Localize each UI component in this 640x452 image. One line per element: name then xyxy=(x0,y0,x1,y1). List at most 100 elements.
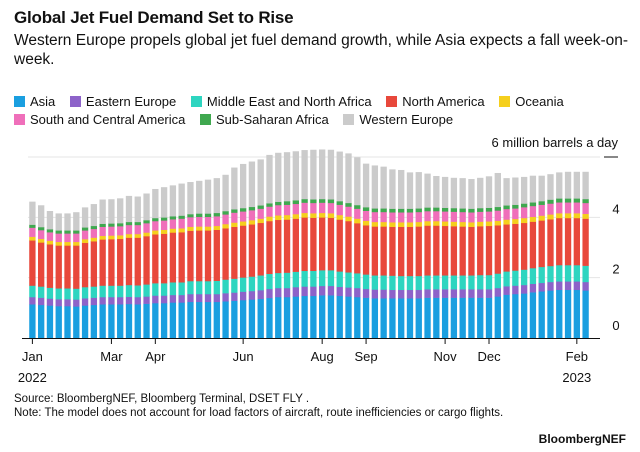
bar-segment-north-america xyxy=(415,226,422,277)
bar-segment-eastern-europe xyxy=(38,297,45,306)
bar-segment-sub-saharan-africa xyxy=(582,198,589,204)
x-tick-year-label: 2023 xyxy=(562,370,591,385)
bar-segment-asia xyxy=(494,296,501,339)
bar-segment-sub-saharan-africa xyxy=(187,214,194,218)
bar-segment-western-europe xyxy=(573,171,580,199)
bar-segment-asia xyxy=(345,296,352,339)
bar-segment-sub-saharan-africa xyxy=(73,230,80,234)
bar-segment-middle-east-and-north-africa xyxy=(415,275,422,291)
bar-segment-south-and-central-america xyxy=(117,226,124,236)
bar-segment-oceania xyxy=(345,216,352,222)
legend-label-oceania: Oceania xyxy=(515,94,564,109)
legend-item-north-america: North America xyxy=(386,93,485,111)
bar-segment-asia xyxy=(231,300,238,339)
bar-segment-oceania xyxy=(231,222,238,227)
bar-segment-middle-east-and-north-africa xyxy=(239,277,247,292)
bar-segment-north-america xyxy=(134,237,141,286)
bar-segment-south-and-central-america xyxy=(196,216,203,227)
bar-segment-south-and-central-america xyxy=(187,217,194,227)
bar-segment-middle-east-and-north-africa xyxy=(398,275,405,291)
bar-segment-asia xyxy=(108,304,115,339)
bar-segment-middle-east-and-north-africa xyxy=(547,265,554,283)
bar-segment-western-europe xyxy=(354,157,361,206)
bar-segment-asia xyxy=(547,290,554,339)
bar-segment-south-and-central-america xyxy=(310,202,317,214)
bar-segment-middle-east-and-north-africa xyxy=(345,272,352,288)
bar-segment-south-and-central-america xyxy=(108,226,115,236)
bar-segment-middle-east-and-north-africa xyxy=(477,274,484,290)
bar-segment-oceania xyxy=(582,213,589,219)
bar-segment-south-and-central-america xyxy=(345,206,352,217)
bar-segment-western-europe xyxy=(362,163,370,208)
bar-segment-south-and-central-america xyxy=(90,228,98,238)
bar-segment-north-america xyxy=(160,233,168,284)
bar-segment-oceania xyxy=(468,222,475,227)
bar-segment-eastern-europe xyxy=(73,299,80,307)
bar-segment-north-america xyxy=(398,226,405,277)
x-tick-label: Mar xyxy=(100,349,123,364)
bar-segment-oceania xyxy=(213,225,220,230)
bar-segment-eastern-europe xyxy=(354,287,361,298)
bar-segment-sub-saharan-africa xyxy=(239,207,247,212)
bar-segment-sub-saharan-africa xyxy=(178,215,185,219)
bar-segment-sub-saharan-africa xyxy=(380,208,387,213)
bar-segment-oceania xyxy=(266,216,273,222)
bar-segment-oceania xyxy=(433,220,440,226)
bar-segment-middle-east-and-north-africa xyxy=(231,278,238,293)
bar-segment-oceania xyxy=(424,220,431,226)
bar-segment-asia xyxy=(319,295,326,339)
bar-segment-middle-east-and-north-africa xyxy=(248,276,256,292)
bar-segment-asia xyxy=(354,296,361,339)
brand-logo-text: BloombergNEF xyxy=(538,432,626,446)
bar-segment-north-america xyxy=(239,225,247,278)
bar-segment-oceania xyxy=(222,223,229,229)
bar-segment-middle-east-and-north-africa xyxy=(556,265,563,282)
bar-segment-middle-east-and-north-africa xyxy=(371,275,379,290)
bar-segment-western-europe xyxy=(319,149,326,200)
x-tick-label: Jun xyxy=(233,349,254,364)
bar-segment-eastern-europe xyxy=(231,292,238,301)
bar-segment-north-america xyxy=(196,230,203,282)
bar-segment-north-america xyxy=(556,217,563,266)
y-tick-label: 2 xyxy=(612,262,619,277)
bar-segment-sub-saharan-africa xyxy=(90,225,98,230)
bar-segment-north-america xyxy=(389,226,396,276)
bar-segment-western-europe xyxy=(512,177,519,205)
legend-swatch-south-central-america xyxy=(14,114,25,125)
bar-segment-asia xyxy=(424,297,431,339)
bar-segment-oceania xyxy=(81,239,89,243)
bar-segment-oceania xyxy=(187,226,194,231)
bar-segment-eastern-europe xyxy=(29,296,36,305)
x-tick-label: Dec xyxy=(477,349,501,364)
legend-label-western-europe: Western Europe xyxy=(359,112,454,127)
bar-segment-sub-saharan-africa xyxy=(152,217,159,222)
bar-segment-eastern-europe xyxy=(362,288,370,298)
bar-segment-asia xyxy=(38,304,45,339)
bar-segment-middle-east-and-north-africa xyxy=(64,288,71,300)
bar-segment-eastern-europe xyxy=(512,285,519,295)
bar-segment-south-and-central-america xyxy=(292,203,299,215)
bar-segment-south-and-central-america xyxy=(169,219,177,229)
bar-segment-middle-east-and-north-africa xyxy=(520,269,528,286)
bar-segment-north-america xyxy=(64,245,71,289)
bar-segment-middle-east-and-north-africa xyxy=(389,275,396,291)
bar-segment-sub-saharan-africa xyxy=(433,207,440,212)
bar-segment-south-and-central-america xyxy=(371,211,379,223)
bar-segment-oceania xyxy=(450,221,458,227)
bar-segment-oceania xyxy=(459,221,466,227)
bar-segment-western-europe xyxy=(169,185,177,217)
bar-segment-western-europe xyxy=(134,196,141,223)
bar-segment-eastern-europe xyxy=(556,281,563,291)
bar-segment-middle-east-and-north-africa xyxy=(169,282,177,296)
bar-segment-sub-saharan-africa xyxy=(336,201,343,205)
bar-segment-asia xyxy=(257,298,264,339)
bar-segment-eastern-europe xyxy=(564,281,572,291)
bar-segment-oceania xyxy=(371,221,379,227)
bar-segment-south-and-central-america xyxy=(512,208,519,220)
bar-segment-middle-east-and-north-africa xyxy=(362,274,370,290)
bar-segment-south-and-central-america xyxy=(29,227,36,237)
bar-segment-middle-east-and-north-africa xyxy=(503,271,510,287)
bar-segment-south-and-central-america xyxy=(327,202,335,214)
bar-segment-middle-east-and-north-africa xyxy=(433,275,440,290)
bar-segment-oceania xyxy=(292,214,299,219)
